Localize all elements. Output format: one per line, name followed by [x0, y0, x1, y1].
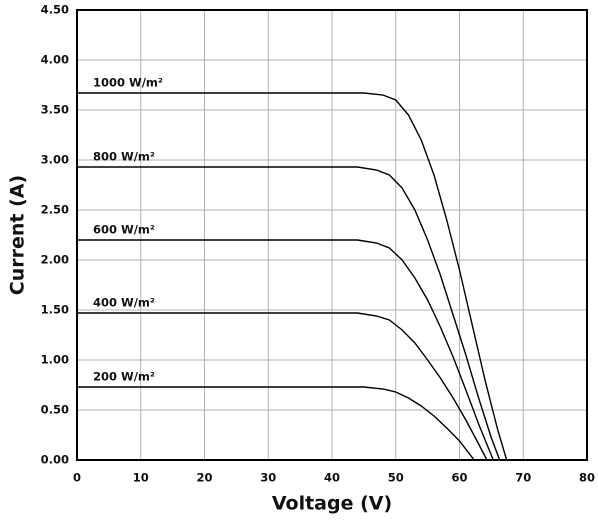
- y-tick-label: 3.00: [41, 153, 69, 167]
- x-tick-label: 60: [451, 471, 467, 485]
- y-axis-title: Current (A): [7, 175, 29, 295]
- x-tick-label: 20: [196, 471, 212, 485]
- x-tick-label: 50: [388, 471, 404, 485]
- iv-curve: [77, 92, 508, 461]
- y-tick-label: 0.50: [41, 403, 69, 417]
- x-tick-label: 0: [73, 471, 81, 485]
- y-tick-label: 2.50: [41, 203, 69, 217]
- x-tick-label: 70: [515, 471, 531, 485]
- y-tick-label: 1.50: [41, 303, 69, 317]
- series-label: 200 W/m²: [93, 370, 155, 384]
- iv-curve: [77, 312, 488, 461]
- series-label: 1000 W/m²: [93, 76, 163, 90]
- series-label: 800 W/m²: [93, 150, 155, 164]
- x-tick-label: 10: [133, 471, 149, 485]
- y-tick-label: 2.00: [41, 253, 69, 267]
- plot-frame: [76, 9, 588, 461]
- x-tick-label: 80: [579, 471, 595, 485]
- x-tick-label: 30: [260, 471, 276, 485]
- iv-curve: [77, 386, 475, 461]
- series-label: 600 W/m²: [93, 223, 155, 237]
- y-tick-label: 1.00: [41, 353, 69, 367]
- y-tick-label: 3.50: [41, 103, 69, 117]
- x-axis-title: Voltage (V): [272, 493, 392, 515]
- iv-curve: [77, 166, 501, 461]
- iv-curve: [77, 239, 494, 461]
- x-tick-label: 40: [324, 471, 340, 485]
- y-tick-label: 4.00: [41, 53, 69, 67]
- y-tick-label: 4.50: [41, 3, 69, 17]
- y-tick-label: 0.00: [41, 453, 69, 467]
- series-label: 400 W/m²: [93, 296, 155, 310]
